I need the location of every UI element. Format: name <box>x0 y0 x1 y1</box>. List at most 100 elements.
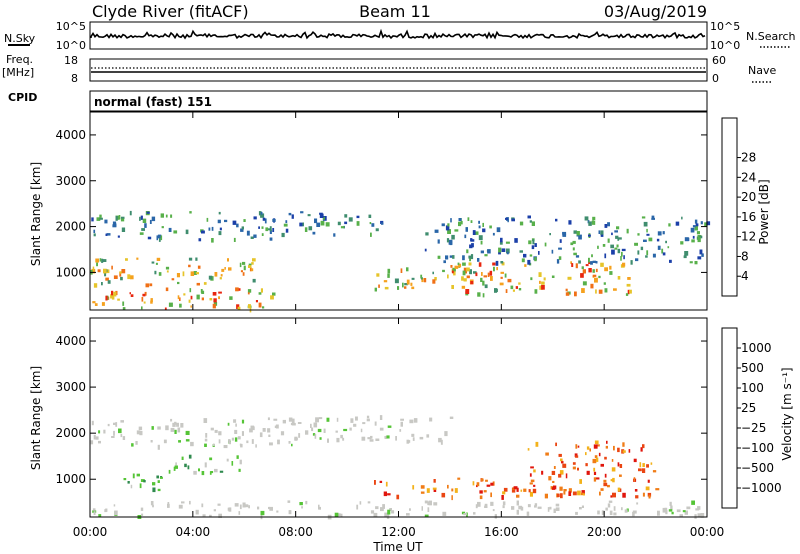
range-cell <box>692 235 695 239</box>
range-cell <box>499 282 504 286</box>
nsky-tick-top: 10^5 <box>56 20 86 33</box>
range-cell <box>617 447 620 453</box>
range-cell <box>447 484 449 489</box>
range-cell <box>662 231 665 235</box>
range-cell <box>490 501 494 506</box>
range-cell <box>420 274 423 279</box>
range-cell <box>480 250 484 254</box>
range-cell <box>628 449 631 453</box>
range-cell <box>182 271 185 277</box>
range-cell <box>581 490 585 495</box>
range-cell <box>139 430 143 436</box>
range-cell <box>174 429 177 434</box>
range-cell <box>240 443 243 448</box>
range-cell <box>264 218 267 224</box>
range-cell <box>269 226 272 232</box>
range-cell <box>646 250 649 256</box>
range-cell <box>434 229 439 233</box>
range-cell <box>136 257 139 260</box>
colorbar-tick-label: −1000 <box>741 481 782 495</box>
range-cell <box>246 440 249 444</box>
range-cell <box>314 434 317 439</box>
range-cell <box>190 271 195 276</box>
range-cell <box>139 216 141 221</box>
x-tick-label: 00:00 <box>690 525 725 539</box>
range-cell <box>442 511 447 516</box>
range-cell <box>102 259 107 262</box>
range-cell <box>252 278 256 283</box>
range-cell <box>575 455 579 458</box>
range-cell <box>668 223 671 227</box>
range-cell <box>152 487 156 493</box>
range-cell <box>552 480 555 483</box>
range-cell <box>120 433 123 438</box>
velocity-axes: 1000 2000 3000 4000 <box>55 334 707 486</box>
range-cell <box>173 230 178 234</box>
range-cell <box>556 259 560 264</box>
range-cell <box>368 214 372 218</box>
range-cell <box>318 417 323 420</box>
range-cell <box>594 440 599 444</box>
range-cell <box>606 440 608 444</box>
x-tick-label: 12:00 <box>381 525 416 539</box>
range-cell <box>529 491 533 497</box>
range-cell <box>140 507 144 511</box>
range-cell <box>593 444 598 449</box>
range-cell <box>461 276 464 281</box>
range-cell <box>197 265 201 269</box>
range-cell <box>580 273 584 278</box>
range-cell <box>451 234 455 240</box>
range-cell <box>381 222 384 225</box>
range-cell <box>160 213 164 218</box>
range-cell <box>375 438 380 441</box>
range-cell <box>139 483 142 489</box>
range-cell <box>120 218 125 222</box>
range-cell <box>531 245 535 250</box>
range-cell <box>168 227 172 232</box>
range-cell <box>575 263 578 269</box>
range-cell <box>652 470 657 473</box>
range-cell <box>319 506 321 510</box>
power-data <box>90 210 711 313</box>
range-cell <box>683 255 687 259</box>
range-cell <box>462 270 466 276</box>
range-cell <box>234 437 238 442</box>
range-cell <box>294 437 298 440</box>
range-cell <box>648 237 653 242</box>
range-cell <box>477 258 480 262</box>
range-cell <box>506 251 509 255</box>
range-cell <box>212 303 216 309</box>
range-cell <box>453 271 456 276</box>
range-cell <box>118 428 122 434</box>
range-cell <box>451 285 454 289</box>
range-cell <box>449 416 454 419</box>
range-cell <box>607 484 610 488</box>
range-cell <box>530 466 534 469</box>
range-cell <box>527 504 531 508</box>
range-cell <box>248 265 252 268</box>
velocity-ylabel: Slant Range [km] <box>29 366 43 470</box>
range-cell <box>120 420 124 423</box>
range-cell <box>478 220 480 224</box>
range-cell <box>374 421 377 426</box>
range-cell <box>512 289 515 292</box>
range-cell <box>429 417 433 422</box>
range-cell <box>302 222 304 227</box>
range-cell <box>181 501 185 504</box>
range-cell <box>164 307 167 310</box>
range-cell <box>528 489 531 493</box>
range-cell <box>107 423 110 427</box>
range-cell <box>543 277 546 281</box>
range-cell <box>387 425 392 428</box>
range-cell <box>231 437 234 441</box>
range-cell <box>211 226 214 231</box>
range-cell <box>634 489 638 492</box>
range-cell <box>285 228 289 233</box>
range-cell <box>563 489 567 492</box>
range-cell <box>609 265 612 270</box>
range-cell <box>288 417 293 422</box>
range-cell <box>259 432 263 438</box>
range-cell <box>468 255 473 259</box>
range-cell <box>597 510 600 515</box>
range-cell <box>228 439 231 444</box>
